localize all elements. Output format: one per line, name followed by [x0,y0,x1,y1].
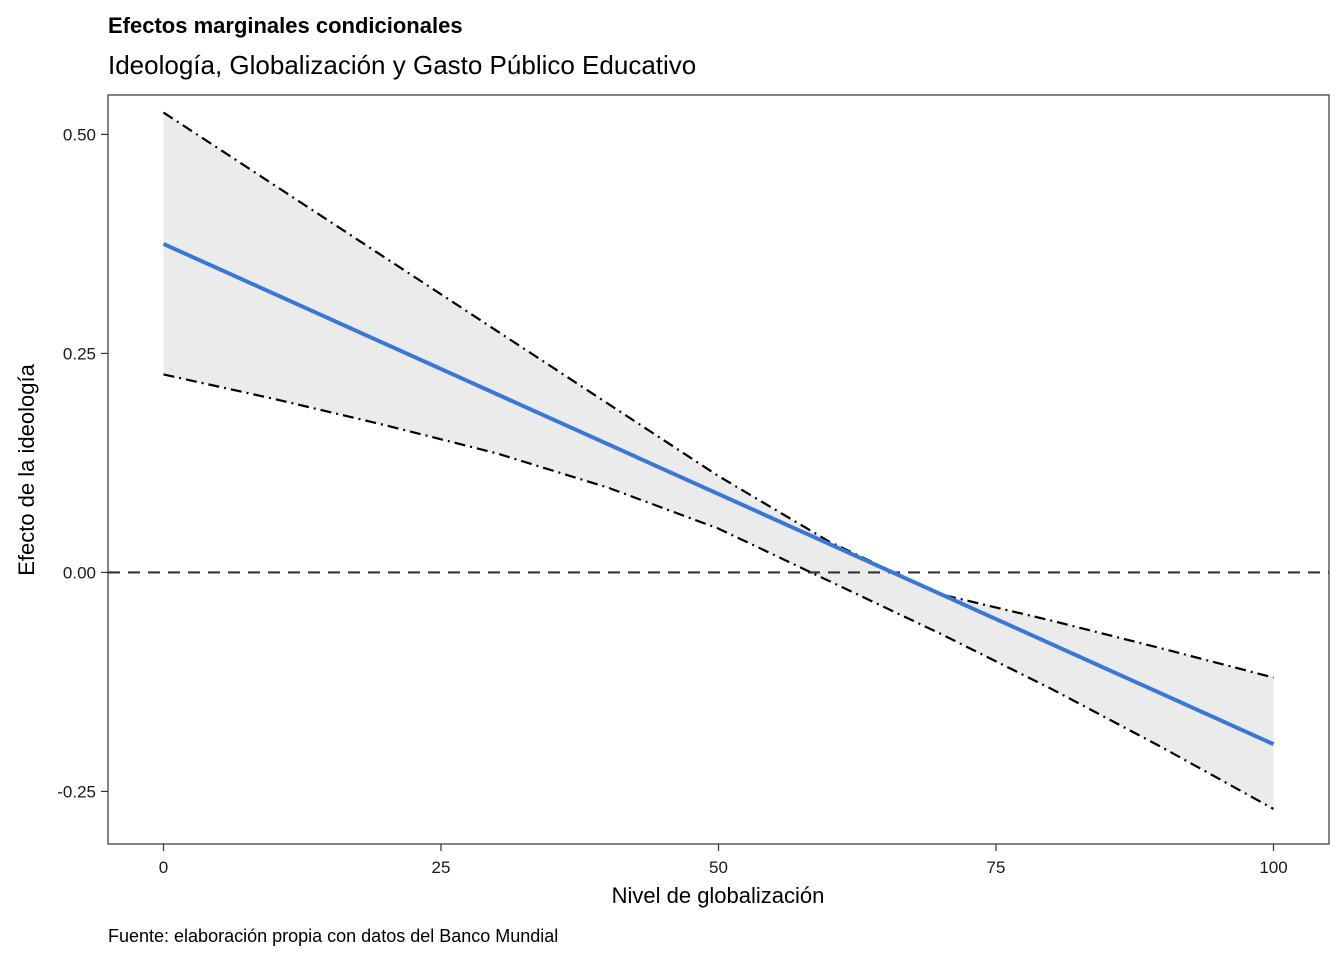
x-axis-title: Nivel de globalización [612,883,825,908]
upper-bound-line [162,111,1274,679]
lower-bound-line [163,373,1275,810]
plot-area: 0 25 50 75 100 -0.25 0.00 0.25 0.50 [57,94,1330,877]
estimate-line [162,242,1275,746]
x-tick-label: 100 [1259,858,1287,877]
chart-title: Efectos marginales condicionales [108,13,463,38]
x-tick-label: 75 [987,858,1006,877]
y-tick-label: 0.25 [63,344,96,363]
x-tick-label: 0 [159,858,168,877]
x-tick-label: 50 [709,858,728,877]
confidence-band [163,112,1274,809]
y-tick-label: -0.25 [57,782,96,801]
y-tick-label: 0.50 [63,125,96,144]
chart-caption: Fuente: elaboración propia con datos del… [108,926,558,946]
chart-subtitle: Ideología, Globalización y Gasto Público… [108,50,696,80]
x-tick-label: 25 [432,858,451,877]
y-tick-label: 0.00 [63,563,96,582]
y-axis-title: Efecto de la ideología [14,363,39,575]
